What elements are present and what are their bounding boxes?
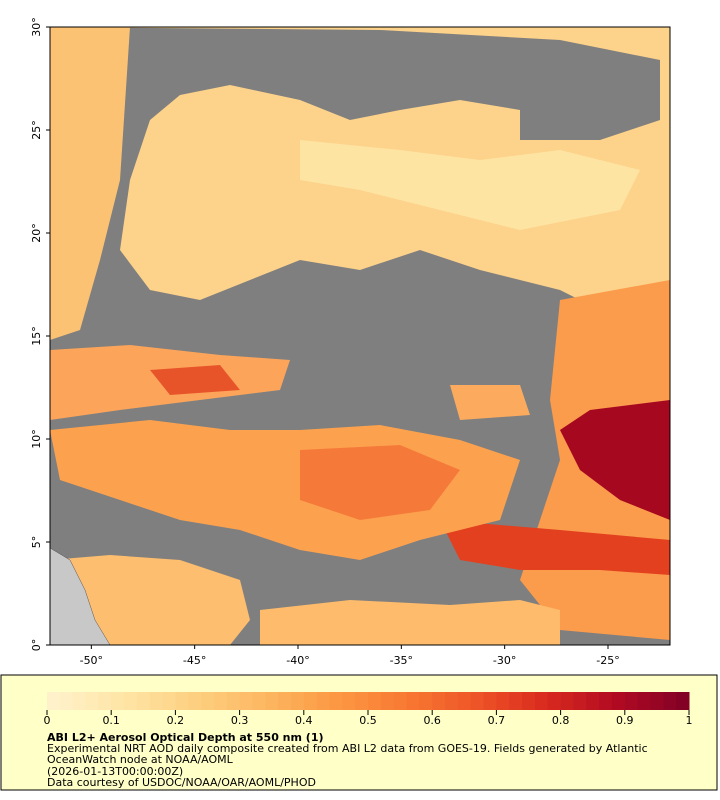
aerosol-patch bbox=[440, 520, 670, 575]
colorbar-tick-label: 0.5 bbox=[359, 714, 377, 727]
axes: -50° -45° -40° -35° -30° -25° 0° 5° 10° 15° 20° 25°… bbox=[30, 17, 620, 667]
y-tick-label: 10° bbox=[30, 429, 43, 449]
colorbar-step bbox=[560, 692, 574, 710]
colorbar-step bbox=[368, 692, 382, 710]
colorbar-step bbox=[624, 692, 639, 710]
colorbar-step bbox=[342, 692, 356, 710]
colorbar-step bbox=[599, 692, 613, 710]
colorbar-step bbox=[522, 692, 536, 710]
colorbar-tick-label: 0.1 bbox=[102, 714, 120, 727]
x-tick-label: -30° bbox=[493, 654, 516, 667]
colorbar-step bbox=[85, 692, 99, 710]
colorbar-step bbox=[188, 692, 202, 710]
colorbar-step bbox=[483, 692, 497, 710]
colorbar-step bbox=[573, 692, 587, 710]
aerosol-patch bbox=[260, 600, 560, 645]
colorbar-step bbox=[47, 692, 61, 710]
colorbar-step bbox=[380, 692, 395, 710]
colorbar-tick-label: 0.4 bbox=[295, 714, 313, 727]
caption-text: Experimental NRT AOD daily composite cre… bbox=[47, 742, 648, 755]
colorbar-tick-label: 0.7 bbox=[488, 714, 506, 727]
colorbar-step bbox=[611, 692, 626, 710]
x-tick-label: -40° bbox=[286, 654, 309, 667]
colorbar-step bbox=[226, 692, 241, 710]
colorbar-step bbox=[316, 692, 330, 710]
colorbar-tick-label: 0.9 bbox=[616, 714, 634, 727]
colorbar-step bbox=[303, 692, 318, 710]
colorbar-step bbox=[329, 692, 343, 710]
colorbar-step bbox=[72, 692, 87, 710]
colorbar-step bbox=[496, 692, 510, 710]
colorbar-step bbox=[676, 692, 690, 710]
colorbar-step bbox=[586, 692, 600, 710]
y-tick-label: 15° bbox=[30, 326, 43, 346]
colorbar-step bbox=[445, 692, 459, 710]
aerosol-patch bbox=[50, 555, 250, 645]
colorbar-step bbox=[406, 692, 420, 710]
colorbar-step bbox=[124, 692, 138, 710]
colorbar-tick-label: 0.3 bbox=[231, 714, 249, 727]
colorbar-step bbox=[252, 692, 266, 710]
aerosol-patch bbox=[300, 140, 640, 230]
colorbar-step bbox=[265, 692, 279, 710]
colorbar-step bbox=[509, 692, 523, 710]
x-tick-label: -45° bbox=[183, 654, 206, 667]
y-tick-label: 20° bbox=[30, 223, 43, 243]
colorbar-step bbox=[393, 692, 408, 710]
aerosol-patch bbox=[150, 365, 240, 395]
colorbar-step bbox=[98, 692, 112, 710]
colorbar-step bbox=[663, 692, 677, 710]
colorbar-step bbox=[290, 692, 305, 710]
aerosol-patch bbox=[450, 385, 530, 420]
colorbar-step bbox=[470, 692, 485, 710]
map bbox=[49, 26, 671, 646]
x-tick-label: -50° bbox=[80, 654, 103, 667]
y-tick-label: 30° bbox=[30, 17, 43, 37]
colorbar-step bbox=[278, 692, 292, 710]
colorbar: 0 0.1 0.2 0.3 0.4 0.5 0.6 0.7 0.8 0.9 1 bbox=[44, 692, 693, 727]
caption-credit: Data courtesy of USDOC/NOAA/OAR/AOML/PHO… bbox=[47, 776, 316, 789]
colorbar-step bbox=[175, 692, 189, 710]
colorbar-step bbox=[59, 692, 74, 710]
caption-text: OceanWatch node at NOAA/AOML bbox=[47, 753, 234, 766]
colorbar-step bbox=[650, 692, 664, 710]
colorbar-step bbox=[213, 692, 228, 710]
colorbar-step bbox=[239, 692, 253, 710]
colorbar-step bbox=[637, 692, 651, 710]
y-tick-label: 25° bbox=[30, 120, 43, 140]
x-tick-label: -35° bbox=[390, 654, 413, 667]
colorbar-step bbox=[419, 692, 433, 710]
colorbar-step bbox=[457, 692, 472, 710]
y-tick-label: 5° bbox=[30, 536, 43, 549]
colorbar-tick-label: 1 bbox=[686, 714, 693, 727]
x-tick-label: -25° bbox=[596, 654, 619, 667]
colorbar-step bbox=[162, 692, 176, 710]
caption-date: (2026-01-13T00:00:00Z) bbox=[47, 765, 183, 778]
caption-title: ABI L2+ Aerosol Optical Depth at 550 nm … bbox=[47, 731, 324, 744]
colorbar-step bbox=[432, 692, 446, 710]
colorbar-step bbox=[149, 692, 164, 710]
colorbar-step bbox=[534, 692, 549, 710]
colorbar-step bbox=[547, 692, 562, 710]
colorbar-tick-label: 0.2 bbox=[167, 714, 185, 727]
aerosol-patch bbox=[50, 27, 130, 340]
aerosol-patch bbox=[560, 400, 670, 520]
colorbar-step bbox=[201, 692, 215, 710]
colorbar-step bbox=[111, 692, 125, 710]
colorbar-step bbox=[136, 692, 151, 710]
y-tick-label: 0° bbox=[30, 639, 43, 652]
aerosol-patch bbox=[300, 445, 460, 520]
colorbar-step bbox=[355, 692, 369, 710]
colorbar-tick-label: 0 bbox=[44, 714, 51, 727]
colorbar-tick-label: 0.6 bbox=[423, 714, 441, 727]
colorbar-tick-label: 0.8 bbox=[552, 714, 570, 727]
